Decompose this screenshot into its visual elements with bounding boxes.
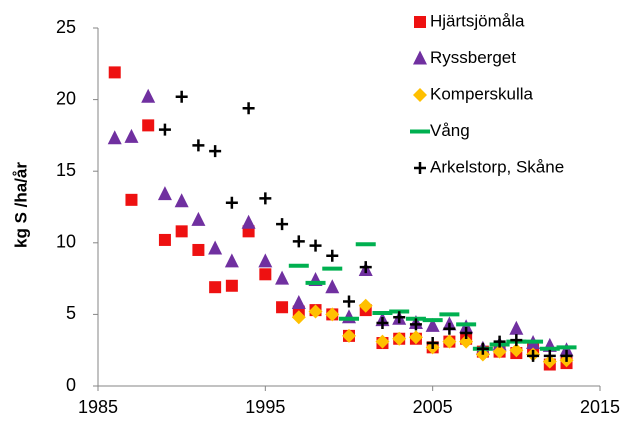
legend-marker (414, 162, 426, 174)
point (291, 294, 306, 309)
point (208, 240, 223, 255)
y-tick-label: 5 (66, 303, 76, 323)
legend-label: Arkelstorp, Skåne (430, 157, 564, 176)
point (376, 316, 389, 329)
x-tick-label: 2005 (413, 397, 453, 417)
point (326, 249, 339, 262)
point (492, 344, 507, 359)
point (342, 309, 356, 324)
point (107, 130, 122, 145)
point (291, 310, 306, 325)
point (224, 253, 239, 268)
point (158, 123, 171, 136)
point (192, 243, 205, 256)
legend-marker (413, 88, 427, 102)
point (125, 193, 138, 206)
point (276, 218, 289, 231)
point (124, 128, 139, 143)
point (343, 295, 355, 308)
legend-label: Ryssberget (430, 48, 516, 67)
point (175, 225, 188, 238)
point (375, 334, 390, 349)
legend-label: Komperskulla (430, 84, 534, 103)
point (359, 261, 372, 274)
point (158, 233, 171, 246)
y-tick-label: 20 (56, 88, 76, 108)
point (276, 301, 289, 314)
point (543, 349, 556, 362)
point (259, 192, 272, 205)
point (527, 349, 540, 362)
point (141, 88, 156, 103)
point (275, 270, 290, 285)
point (393, 311, 406, 324)
point (443, 322, 456, 335)
point (174, 193, 189, 208)
point (292, 235, 305, 248)
point (342, 328, 356, 343)
point (425, 317, 440, 332)
legend-label: Hjärtsjömåla (430, 11, 525, 30)
point (225, 279, 238, 292)
point (225, 196, 238, 209)
point (409, 318, 422, 331)
point (241, 214, 256, 229)
point (426, 337, 439, 350)
point (442, 334, 457, 349)
point (325, 279, 340, 294)
point (509, 320, 524, 335)
point (242, 102, 255, 115)
y-axis-label: kg S /ha/år (11, 162, 30, 248)
point (493, 335, 506, 348)
point (108, 66, 121, 79)
point (560, 349, 573, 362)
point (509, 343, 524, 358)
point (192, 139, 205, 152)
y-tick-label: 25 (56, 17, 76, 37)
point (209, 145, 222, 158)
point (142, 119, 155, 132)
point (325, 307, 340, 322)
point (209, 281, 222, 294)
x-tick-label: 1995 (245, 397, 285, 417)
point (408, 330, 423, 345)
point (459, 334, 474, 349)
y-tick-label: 0 (66, 375, 76, 395)
point (308, 304, 323, 319)
point (258, 253, 273, 268)
x-tick-label: 2015 (580, 397, 620, 417)
point (392, 331, 407, 346)
point (358, 298, 373, 313)
point (191, 211, 206, 226)
point (309, 239, 322, 252)
legend-label: Vång (430, 121, 470, 140)
y-tick-label: 10 (56, 232, 76, 252)
x-tick-label: 1985 (78, 397, 118, 417)
legend-marker (414, 16, 426, 28)
point (510, 334, 523, 347)
legend-marker (413, 50, 427, 65)
point (460, 327, 473, 340)
point (259, 268, 272, 281)
point (157, 186, 172, 201)
point (175, 90, 188, 103)
point (476, 342, 489, 355)
y-tick-label: 15 (56, 160, 76, 180)
